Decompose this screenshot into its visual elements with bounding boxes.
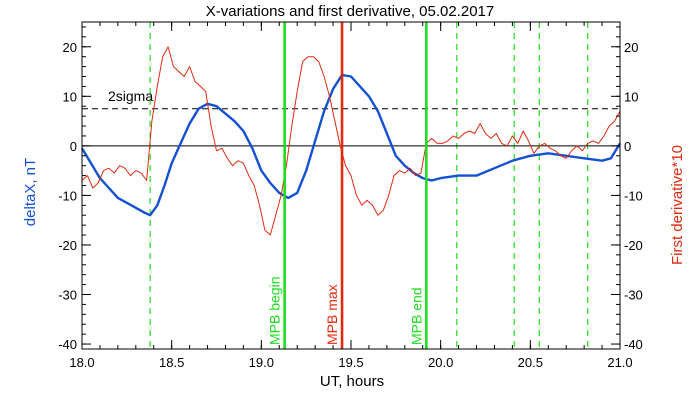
y-tick-label-left-5: -30: [58, 288, 77, 303]
marker-label-0: MPB begin: [267, 277, 283, 345]
marker-label-1: MPB max: [324, 284, 340, 345]
chart-title: X-variations and first derivative, 05.02…: [206, 3, 495, 20]
y-tick-label-left-3: -10: [58, 188, 77, 203]
y-tick-label-right-4: -20: [624, 238, 643, 253]
series-layer: [80, 46, 622, 236]
y-tick-label-left-1: 10: [63, 89, 77, 104]
x-tick-label-1: 18.5: [159, 355, 184, 370]
x-tick-label-4: 20.0: [428, 355, 453, 370]
x-tick-label-6: 21.0: [607, 355, 632, 370]
series-deltaX-line: [80, 73, 622, 217]
x-tick-label-2: 19.0: [249, 355, 274, 370]
y-tick-label-left-6: -40: [58, 337, 77, 352]
y-tick-label-right-3: -10: [624, 188, 643, 203]
marker-label-2: MPB end: [408, 287, 424, 345]
y-tick-label-left-2: 0: [70, 139, 77, 154]
y-axis-label-right: First derivative*10: [669, 145, 686, 265]
x-tick-label-3: 19.5: [338, 355, 363, 370]
y-tick-label-right-5: -30: [624, 288, 643, 303]
labels-layer: X-variations and first derivative, 05.02…: [22, 3, 686, 390]
y-tick-label-left-0: 20: [63, 40, 77, 55]
x-tick-label-0: 18.0: [69, 355, 94, 370]
threshold-label: 2sigma: [108, 88, 153, 104]
y-tick-label-left-4: -20: [58, 238, 77, 253]
x-axis-label: UT, hours: [320, 373, 384, 390]
x-tick-label-5: 20.5: [518, 355, 543, 370]
y-tick-label-right-2: 0: [624, 139, 631, 154]
vertical-lines-layer: [149, 22, 589, 349]
y-tick-label-right-1: 10: [624, 89, 638, 104]
markers-layer: MPB begin MPB max MPB end: [267, 22, 428, 349]
ticks-layer: 18.0 18.5 19.0 19.5 20.0 20.5 21.0 20 20 10 10 0 0 -1…: [58, 22, 643, 370]
y-axis-label-left: deltaX, nT: [22, 158, 39, 226]
y-tick-label-right-0: 20: [624, 40, 638, 55]
series-derivative-line: [81, 46, 621, 236]
y-tick-label-right-6: -40: [624, 337, 643, 352]
